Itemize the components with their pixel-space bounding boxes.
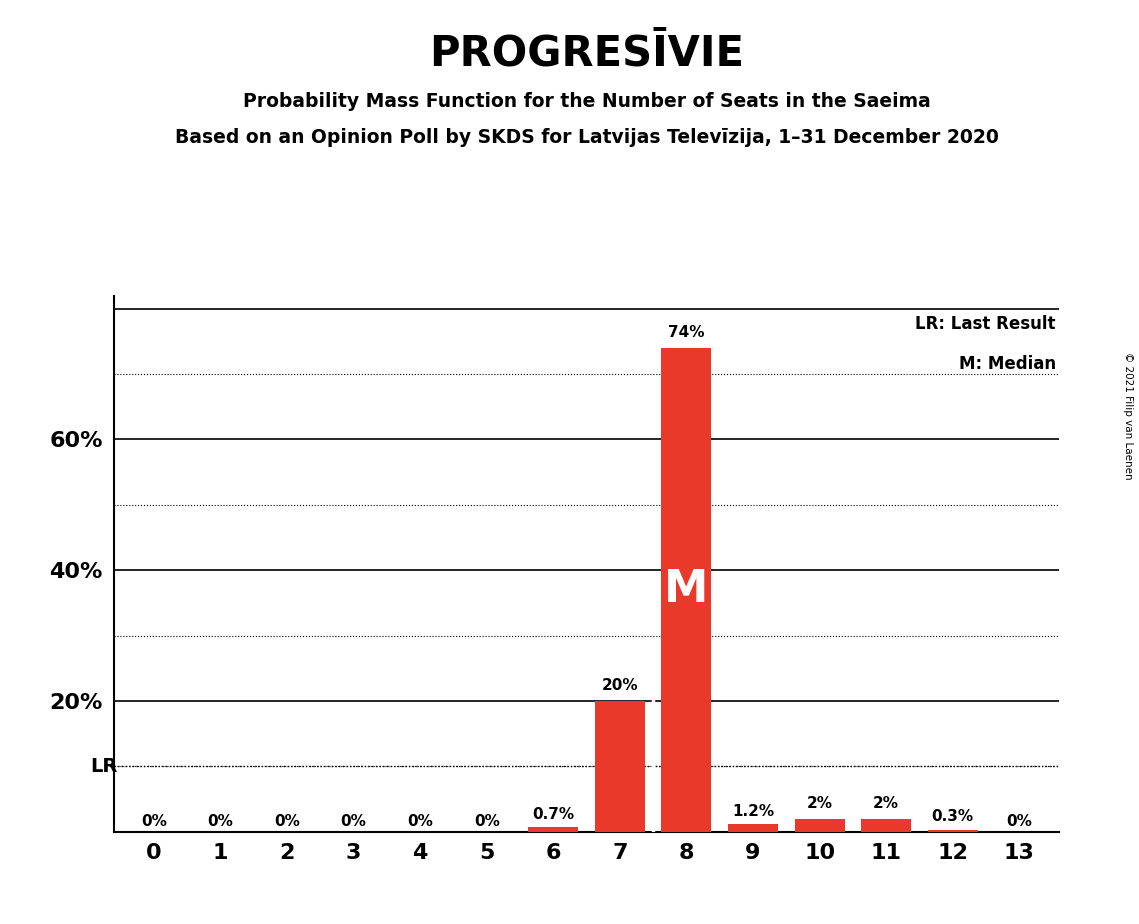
Text: 74%: 74% bbox=[669, 325, 705, 340]
Text: M: M bbox=[664, 568, 708, 612]
Text: 0%: 0% bbox=[1007, 814, 1032, 829]
Bar bbox=[795, 819, 844, 832]
Text: 0%: 0% bbox=[274, 814, 300, 829]
Text: 2%: 2% bbox=[806, 796, 833, 810]
Text: LR: Last Result: LR: Last Result bbox=[916, 315, 1056, 334]
Text: 0%: 0% bbox=[141, 814, 166, 829]
Text: 0%: 0% bbox=[207, 814, 233, 829]
Text: 0.7%: 0.7% bbox=[532, 807, 574, 821]
Text: 0.3%: 0.3% bbox=[932, 809, 974, 824]
Text: Based on an Opinion Poll by SKDS for Latvijas Televīzija, 1–31 December 2020: Based on an Opinion Poll by SKDS for Lat… bbox=[174, 128, 999, 147]
Bar bbox=[928, 830, 977, 832]
Bar bbox=[728, 824, 778, 832]
Text: 2%: 2% bbox=[874, 796, 899, 810]
Text: PROGRESĪVIE: PROGRESĪVIE bbox=[429, 32, 744, 74]
Text: LR: LR bbox=[90, 757, 117, 776]
Text: © 2021 Filip van Laenen: © 2021 Filip van Laenen bbox=[1123, 352, 1132, 480]
Text: 0%: 0% bbox=[341, 814, 367, 829]
Text: M: Median: M: Median bbox=[959, 355, 1056, 372]
Bar bbox=[662, 348, 712, 832]
Text: Probability Mass Function for the Number of Seats in the Saeima: Probability Mass Function for the Number… bbox=[243, 92, 931, 112]
Text: 0%: 0% bbox=[474, 814, 500, 829]
Text: 20%: 20% bbox=[601, 678, 638, 693]
Bar bbox=[595, 701, 645, 832]
Bar bbox=[861, 819, 911, 832]
Text: 1.2%: 1.2% bbox=[732, 804, 775, 819]
Text: 0%: 0% bbox=[408, 814, 433, 829]
Bar bbox=[528, 827, 579, 832]
